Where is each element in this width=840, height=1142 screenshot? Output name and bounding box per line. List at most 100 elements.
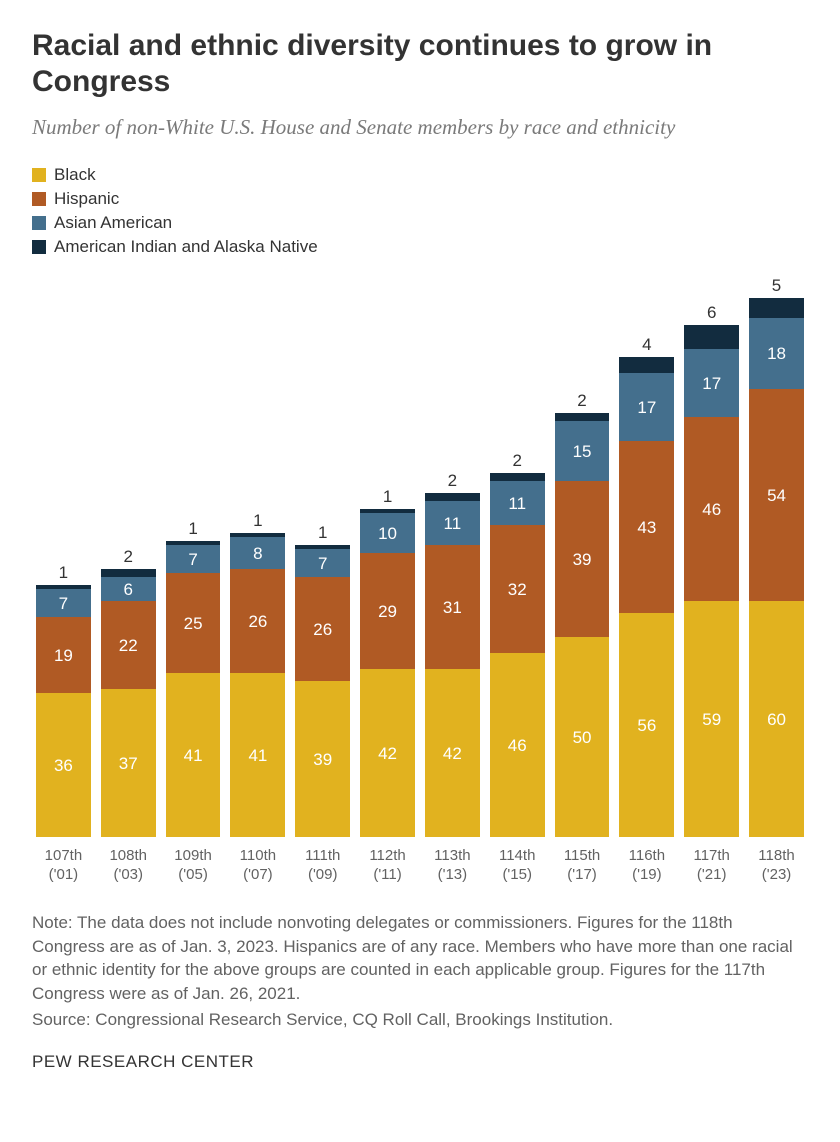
segment-value: 17 <box>702 375 721 392</box>
legend-swatch <box>32 240 46 254</box>
bar-segment-native <box>555 413 610 421</box>
segment-value: 6 <box>124 581 133 598</box>
legend-item: American Indian and Alaska Native <box>32 237 808 257</box>
bar-column: 2 6 22 37 <box>101 277 156 837</box>
bar-segment-asian: 6 <box>101 577 156 601</box>
legend-item: Hispanic <box>32 189 808 209</box>
legend-label: Black <box>54 165 96 185</box>
bar-top-label: 5 <box>749 277 804 294</box>
segment-value: 42 <box>443 745 462 762</box>
chart-title: Racial and ethnic diversity continues to… <box>32 28 808 100</box>
segment-value: 22 <box>119 637 138 654</box>
bar-column: 1 8 26 41 <box>230 277 285 837</box>
segment-value: 26 <box>313 621 332 638</box>
x-axis-label: 107th('01) <box>36 847 91 885</box>
bar-segment-black: 46 <box>490 653 545 837</box>
segment-value: 7 <box>59 595 68 612</box>
bar-column: 2113142 <box>425 277 480 837</box>
bar-segment-black: 59 <box>684 601 739 837</box>
bar-segment-native <box>619 357 674 373</box>
segment-value: 50 <box>573 729 592 746</box>
segment-value: 15 <box>573 443 592 460</box>
footer-attribution: PEW RESEARCH CENTER <box>32 1052 808 1072</box>
bar-segment-asian: 7 <box>36 589 91 617</box>
segment-value: 29 <box>378 603 397 620</box>
bar-top-label: 1 <box>166 520 221 537</box>
bar-segment-asian: 17 <box>684 349 739 417</box>
segment-value: 46 <box>702 501 721 518</box>
segment-value: 7 <box>318 555 327 572</box>
bar-segment-asian: 7 <box>166 545 221 573</box>
bar-column: 1102942 <box>360 277 415 837</box>
segment-value: 18 <box>767 345 786 362</box>
x-axis-label: 108th('03) <box>101 847 156 885</box>
legend-label: Asian American <box>54 213 172 233</box>
segment-value: 46 <box>508 737 527 754</box>
x-axis-label: 118th('23) <box>749 847 804 885</box>
legend-swatch <box>32 168 46 182</box>
bar-segment-native <box>490 473 545 481</box>
segment-value: 10 <box>378 525 397 542</box>
chart-area: 1719362622371725411826411726391102942211… <box>32 277 808 837</box>
segment-value: 59 <box>702 711 721 728</box>
bar-segment-black: 36 <box>36 693 91 837</box>
bar-segment-native <box>749 298 804 318</box>
segment-value: 8 <box>253 545 262 562</box>
bar-segment-asian: 11 <box>490 481 545 525</box>
bar-segment-hispanic: 43 <box>619 441 674 613</box>
segment-value: 37 <box>119 755 138 772</box>
bar-column: 6 17 46 59 <box>684 277 739 837</box>
bar-segment-hispanic: 39 <box>555 481 610 637</box>
bar-segment-asian: 10 <box>360 513 415 553</box>
bar-column: 5 18 5460 <box>749 277 804 837</box>
legend-label: Hispanic <box>54 189 119 209</box>
bar-segment-hispanic: 29 <box>360 553 415 669</box>
segment-value: 11 <box>508 495 526 512</box>
bar-segment-asian: 15 <box>555 421 610 481</box>
segment-value: 11 <box>444 515 462 532</box>
bar-column: 4 17 4356 <box>619 277 674 837</box>
bar-top-label: 6 <box>684 304 739 321</box>
bar-segment-hispanic: 54 <box>749 389 804 601</box>
segment-value: 31 <box>443 599 462 616</box>
bar-segment-black: 50 <box>555 637 610 837</box>
chart-note: Note: The data does not include nonvotin… <box>32 911 808 1006</box>
bar-segment-hispanic: 22 <box>101 601 156 689</box>
segment-value: 7 <box>188 551 197 568</box>
bar-segment-black: 56 <box>619 613 674 837</box>
bar-segment-hispanic: 26 <box>230 569 285 673</box>
legend: Black Hispanic Asian American American Indi… <box>32 165 808 257</box>
bar-segment-black: 42 <box>360 669 415 837</box>
segment-value: 19 <box>54 647 73 664</box>
segment-value: 42 <box>378 745 397 762</box>
bar-column: 1 7 19 36 <box>36 277 91 837</box>
bar-segment-black: 60 <box>749 601 804 837</box>
bar-top-label: 1 <box>295 524 350 541</box>
bar-segment-asian: 7 <box>295 549 350 577</box>
x-axis-label: 115th('17) <box>555 847 610 885</box>
x-axis-label: 113th('13) <box>425 847 480 885</box>
bar-segment-asian: 17 <box>619 373 674 441</box>
bar-segment-asian: 8 <box>230 537 285 569</box>
x-axis-label: 117th('21) <box>684 847 739 885</box>
bar-top-label: 2 <box>555 392 610 409</box>
segment-value: 26 <box>248 613 267 630</box>
bar-top-label: 1 <box>230 512 285 529</box>
bar-segment-black: 42 <box>425 669 480 837</box>
bar-segment-black: 37 <box>101 689 156 837</box>
x-axis-label: 111th('09) <box>295 847 350 885</box>
x-axis-label: 109th('05) <box>166 847 221 885</box>
segment-value: 17 <box>637 399 656 416</box>
bar-top-label: 2 <box>101 548 156 565</box>
segment-value: 39 <box>313 751 332 768</box>
chart-subtitle: Number of non-White U.S. House and Senat… <box>32 114 808 141</box>
bar-segment-hispanic: 46 <box>684 417 739 601</box>
legend-swatch <box>32 192 46 206</box>
bar-top-label: 4 <box>619 336 674 353</box>
x-axis-label: 110th('07) <box>230 847 285 885</box>
legend-item: Asian American <box>32 213 808 233</box>
x-axis-label: 112th('11) <box>360 847 415 885</box>
bar-top-label: 1 <box>36 564 91 581</box>
bar-segment-black: 41 <box>230 673 285 837</box>
bar-segment-native <box>425 493 480 501</box>
